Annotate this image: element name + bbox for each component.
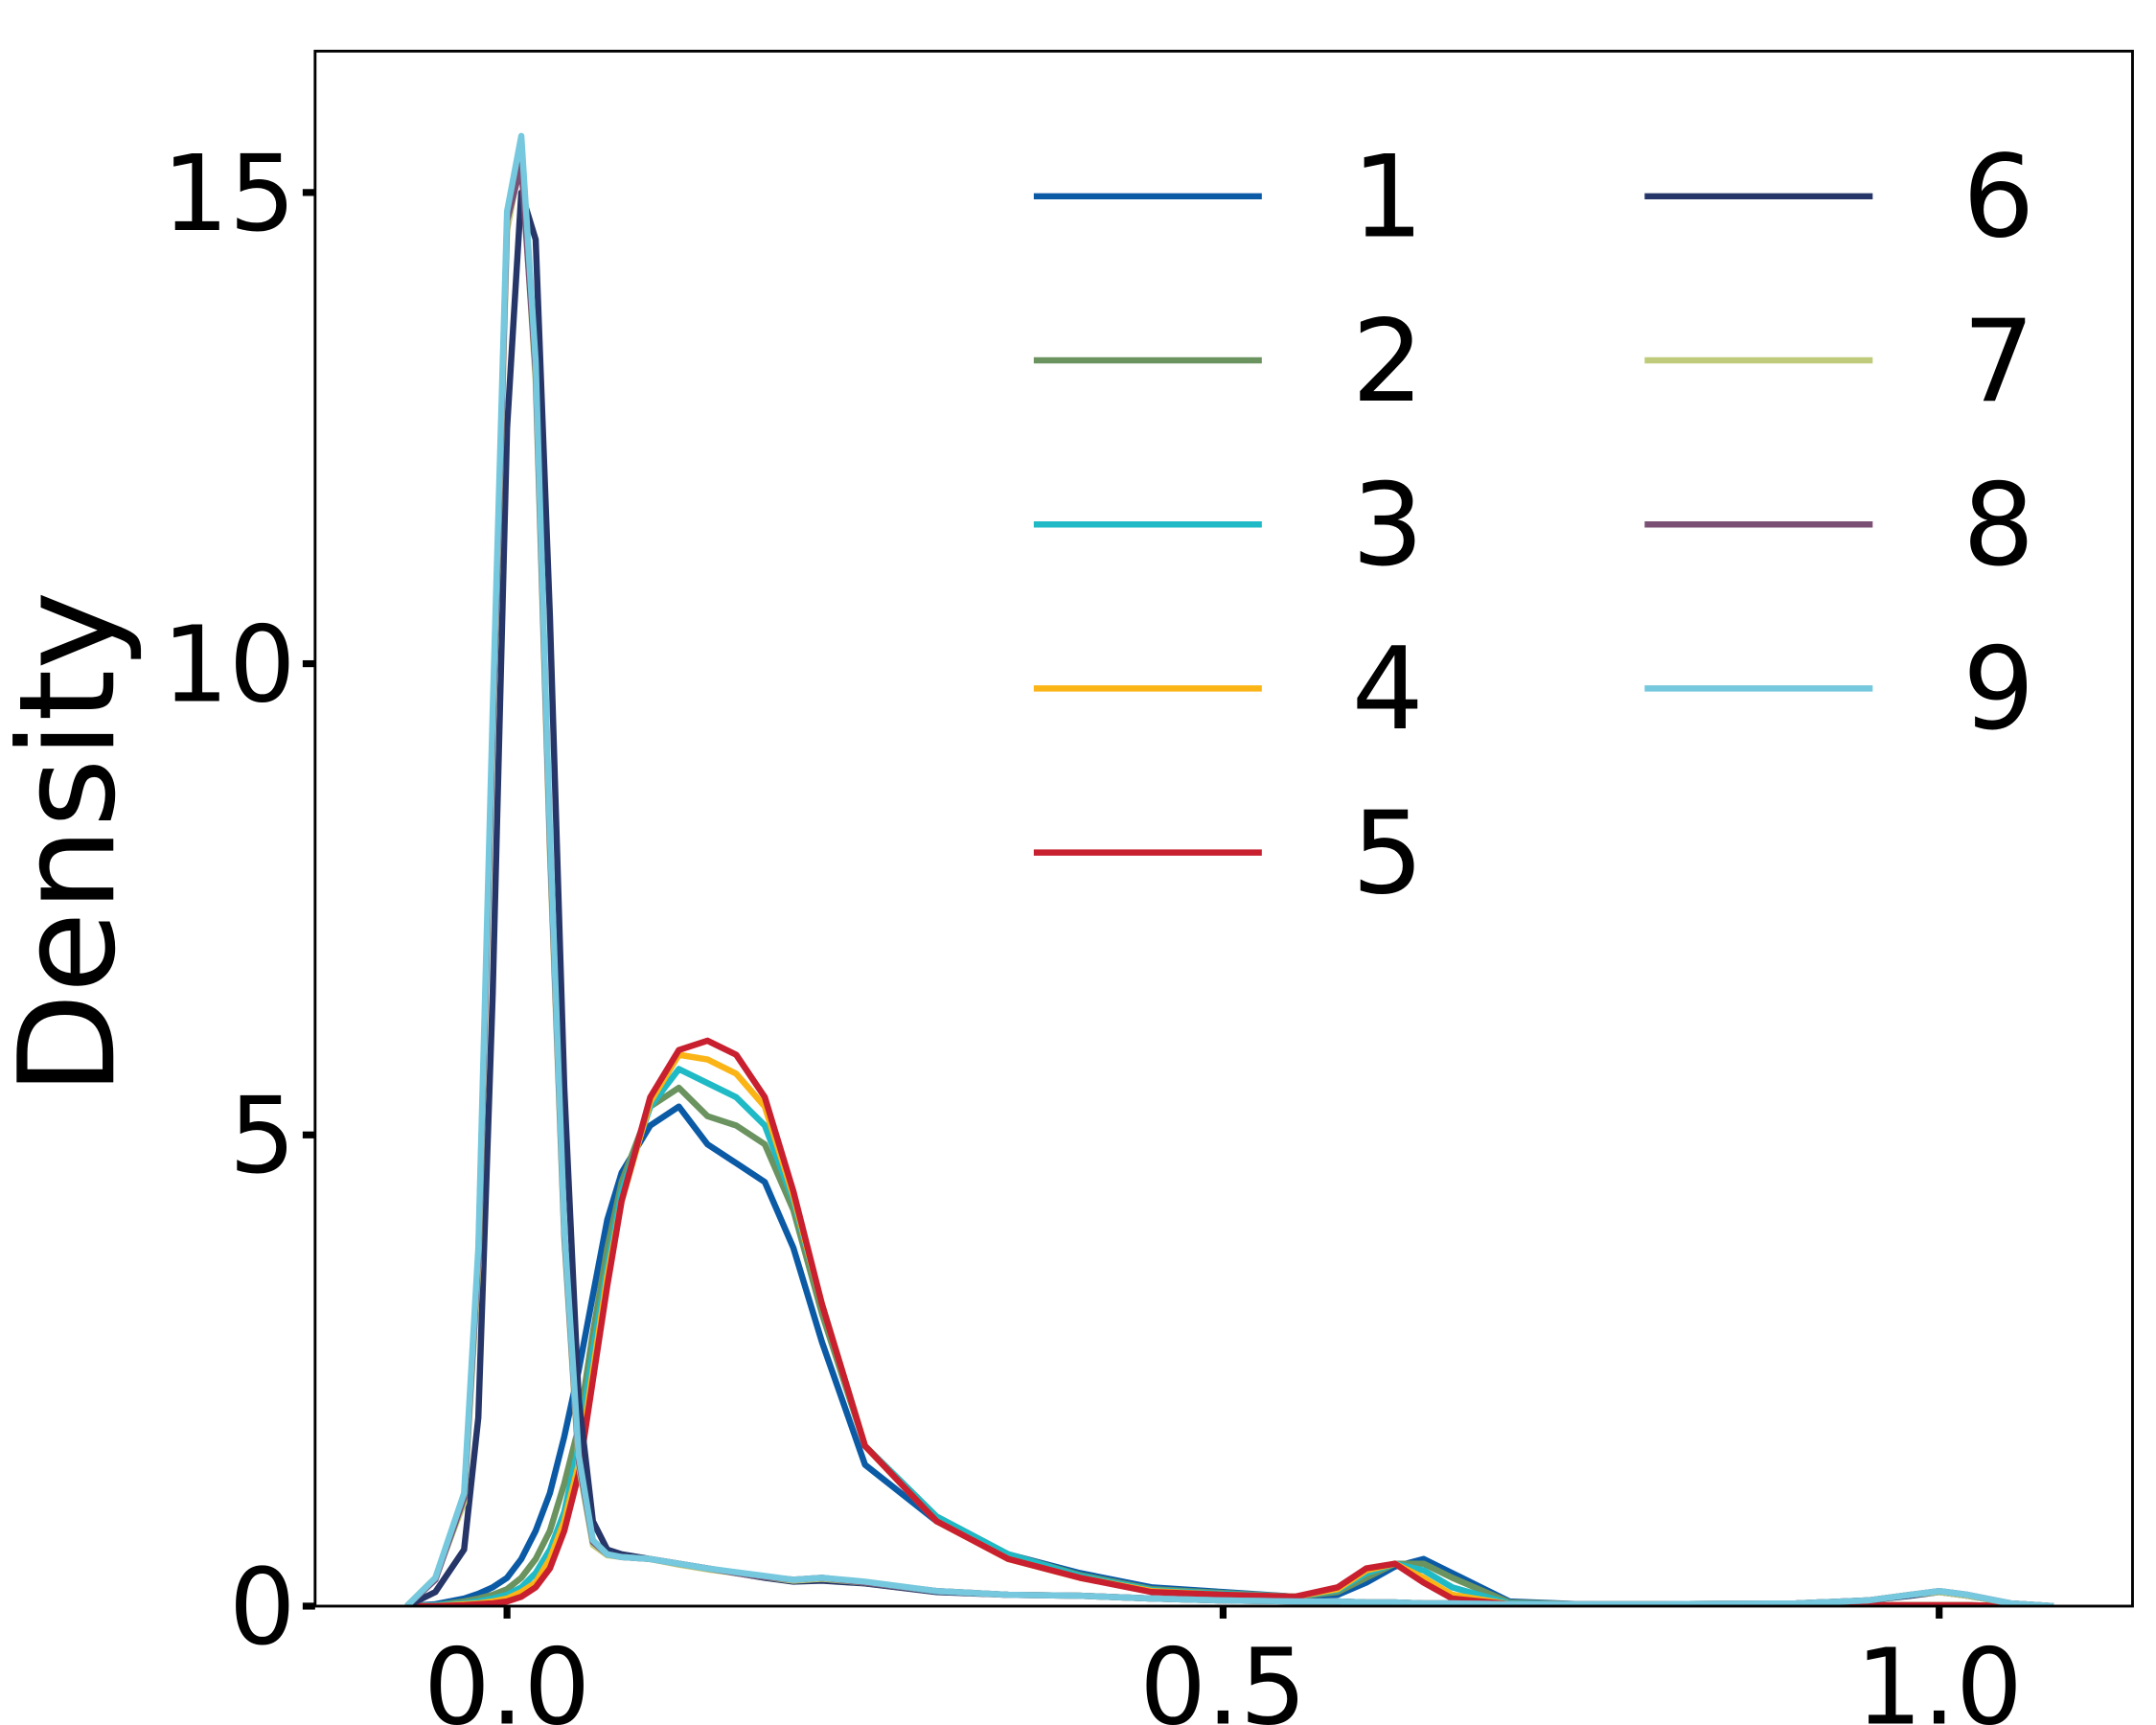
density-line xyxy=(404,161,2054,1606)
density-line xyxy=(406,1051,2054,1606)
legend-label: 4 xyxy=(1352,623,1424,755)
y-tick-label: 10 xyxy=(162,604,295,726)
density-line xyxy=(404,132,2054,1606)
legend-label: 7 xyxy=(1962,295,2034,427)
y-tick-label: 0 xyxy=(229,1546,296,1668)
legend-label: 1 xyxy=(1352,131,1424,264)
density-line xyxy=(406,1103,2054,1606)
legend-label: 3 xyxy=(1352,459,1424,591)
density-line xyxy=(406,1066,2054,1606)
y-tick-label: 15 xyxy=(162,132,295,255)
legend-label: 8 xyxy=(1962,459,2034,591)
density-line xyxy=(404,151,2054,1606)
y-tick-label: 5 xyxy=(229,1074,296,1197)
plot-frame xyxy=(313,49,2134,1608)
legend-label: 9 xyxy=(1962,623,2034,755)
x-tick-label: 1.0 xyxy=(1856,1626,2023,1725)
y-axis-label: Density xyxy=(0,591,145,1095)
legend-label: 6 xyxy=(1962,131,2034,264)
legend-label: 5 xyxy=(1352,787,1424,919)
x-tick-label: 0.5 xyxy=(1139,1626,1306,1725)
density-line xyxy=(405,189,2054,1606)
legend-label: 2 xyxy=(1352,295,1424,427)
density-line xyxy=(406,1084,2054,1606)
x-tick-label: 0.0 xyxy=(424,1626,590,1725)
